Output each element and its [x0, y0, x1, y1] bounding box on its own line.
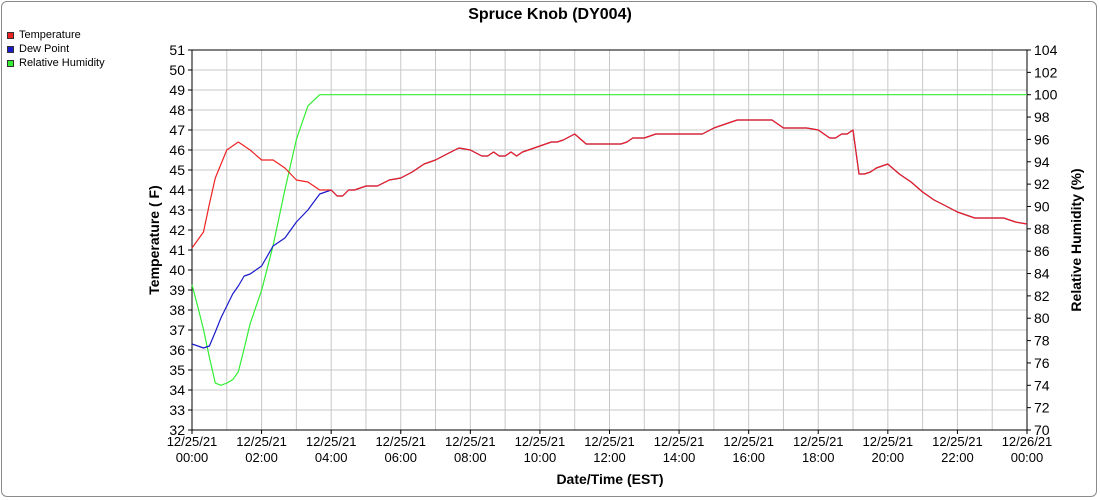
x-tick-label-time: 00:00	[1011, 450, 1044, 465]
y2-tick-label: 88	[1034, 221, 1050, 237]
y-tick-label: 49	[169, 82, 185, 98]
x-tick-label-time: 18:00	[802, 450, 835, 465]
y2-tick-label: 100	[1034, 87, 1058, 103]
series-line-temperature	[191, 119, 1028, 249]
x-tick-label-time: 04:00	[315, 450, 348, 465]
legend-label: Dew Point	[19, 43, 70, 55]
x-tick-label-date: 12/25/21	[723, 434, 774, 449]
y2-tick-label: 78	[1034, 333, 1050, 349]
x-tick-label-time: 16:00	[732, 450, 765, 465]
y2-tick-label: 98	[1034, 109, 1050, 125]
x-tick-label-date: 12/25/21	[445, 434, 496, 449]
y-tick-label: 43	[169, 202, 185, 218]
grid-lines	[191, 49, 1028, 431]
x-tick-label-date: 12/26/21	[1002, 434, 1053, 449]
legend-item-relative-humidity: Relative Humidity	[7, 56, 105, 70]
y2-tick-label: 76	[1034, 355, 1050, 371]
y-tick-label: 32	[169, 422, 185, 438]
y-tick-label: 37	[169, 322, 185, 338]
x-tick-label-date: 12/25/21	[932, 434, 983, 449]
y-axis-label: Temperature ( F)	[146, 185, 162, 294]
y2-tick-label: 82	[1034, 288, 1050, 304]
x-tick-label-time: 10:00	[524, 450, 557, 465]
x-tick-label-date: 12/25/21	[236, 434, 287, 449]
y-tick-label: 50	[169, 62, 185, 78]
x-tick-label-date: 12/25/21	[584, 434, 635, 449]
y2-tick-label: 102	[1034, 64, 1058, 80]
y-tick-label: 41	[169, 242, 185, 258]
legend-swatch-dew-point	[7, 45, 14, 53]
y-tick-label: 40	[169, 262, 185, 278]
x-tick-label-time: 22:00	[941, 450, 974, 465]
y-tick-label: 38	[169, 302, 185, 318]
y-tick-label: 51	[169, 42, 185, 58]
x-tick-label-time: 06:00	[384, 450, 417, 465]
legend-swatch-temperature	[7, 31, 14, 39]
x-tick-label-date: 12/25/21	[375, 434, 426, 449]
x-tick-label-time: 14:00	[663, 450, 696, 465]
y-tick-label: 39	[169, 282, 185, 298]
x-tick-label-time: 20:00	[872, 450, 905, 465]
x-tick-label-time: 08:00	[454, 450, 487, 465]
x-axis-label: Date/Time (EST)	[556, 471, 663, 487]
series-line-relative-humidity	[191, 94, 1027, 386]
x-axis: 12/25/2100:0012/25/2102:0012/25/2104:001…	[167, 430, 1053, 465]
y-tick-label: 46	[169, 142, 185, 158]
x-tick-label-date: 12/25/21	[167, 434, 218, 449]
y2-tick-label: 86	[1034, 243, 1050, 259]
legend-swatch-relative-humidity	[7, 59, 14, 67]
x-tick-label-date: 12/25/21	[793, 434, 844, 449]
y-axis-left: 32 33 34 35 36 37 38 39 40 41 42 43 44 45 46 47 48 49 50 51	[169, 42, 192, 438]
y2-tick-label: 104	[1034, 42, 1058, 58]
y-tick-label: 44	[169, 182, 185, 198]
y-tick-label: 48	[169, 102, 185, 118]
y-tick-label: 36	[169, 342, 185, 358]
y2-tick-label: 96	[1034, 131, 1050, 147]
y-tick-label: 35	[169, 362, 185, 378]
legend-label: Relative Humidity	[19, 57, 105, 69]
y2-tick-label: 72	[1034, 400, 1050, 416]
y2-tick-label: 74	[1034, 377, 1050, 393]
y2-tick-label: 70	[1034, 422, 1050, 438]
x-tick-label-time: 00:00	[176, 450, 209, 465]
x-tick-label-date: 12/25/21	[654, 434, 705, 449]
y-tick-label: 34	[169, 382, 185, 398]
chart-title: Spruce Knob (DY004)	[468, 6, 632, 23]
x-tick-label-date: 12/25/21	[515, 434, 566, 449]
y-tick-label: 42	[169, 222, 185, 238]
series-layer	[191, 94, 1028, 386]
x-tick-label-time: 12:00	[593, 450, 626, 465]
y2-tick-label: 80	[1034, 310, 1050, 326]
legend-label: Temperature	[19, 29, 81, 41]
y2-tick-label: 92	[1034, 176, 1050, 192]
y2-tick-label: 90	[1034, 198, 1050, 214]
legend: Temperature Dew Point Relative Humidity	[7, 28, 105, 70]
y2-tick-label: 94	[1034, 154, 1050, 170]
y2-axis-label: Relative Humidity (%)	[1068, 168, 1084, 311]
y-tick-label: 47	[169, 122, 185, 138]
y-axis-right: 70 72 74 76 78 80 82 84 86 88 90 92 94 96 98 100 102 104	[1027, 42, 1058, 438]
x-tick-label-time: 02:00	[245, 450, 278, 465]
x-tick-label-date: 12/25/21	[306, 434, 357, 449]
y2-tick-label: 84	[1034, 266, 1050, 282]
legend-item-temperature: Temperature	[7, 28, 105, 42]
x-tick-label-date: 12/25/21	[863, 434, 914, 449]
y-tick-label: 45	[169, 162, 185, 178]
y-tick-label: 33	[169, 402, 185, 418]
legend-item-dew-point: Dew Point	[7, 42, 105, 56]
